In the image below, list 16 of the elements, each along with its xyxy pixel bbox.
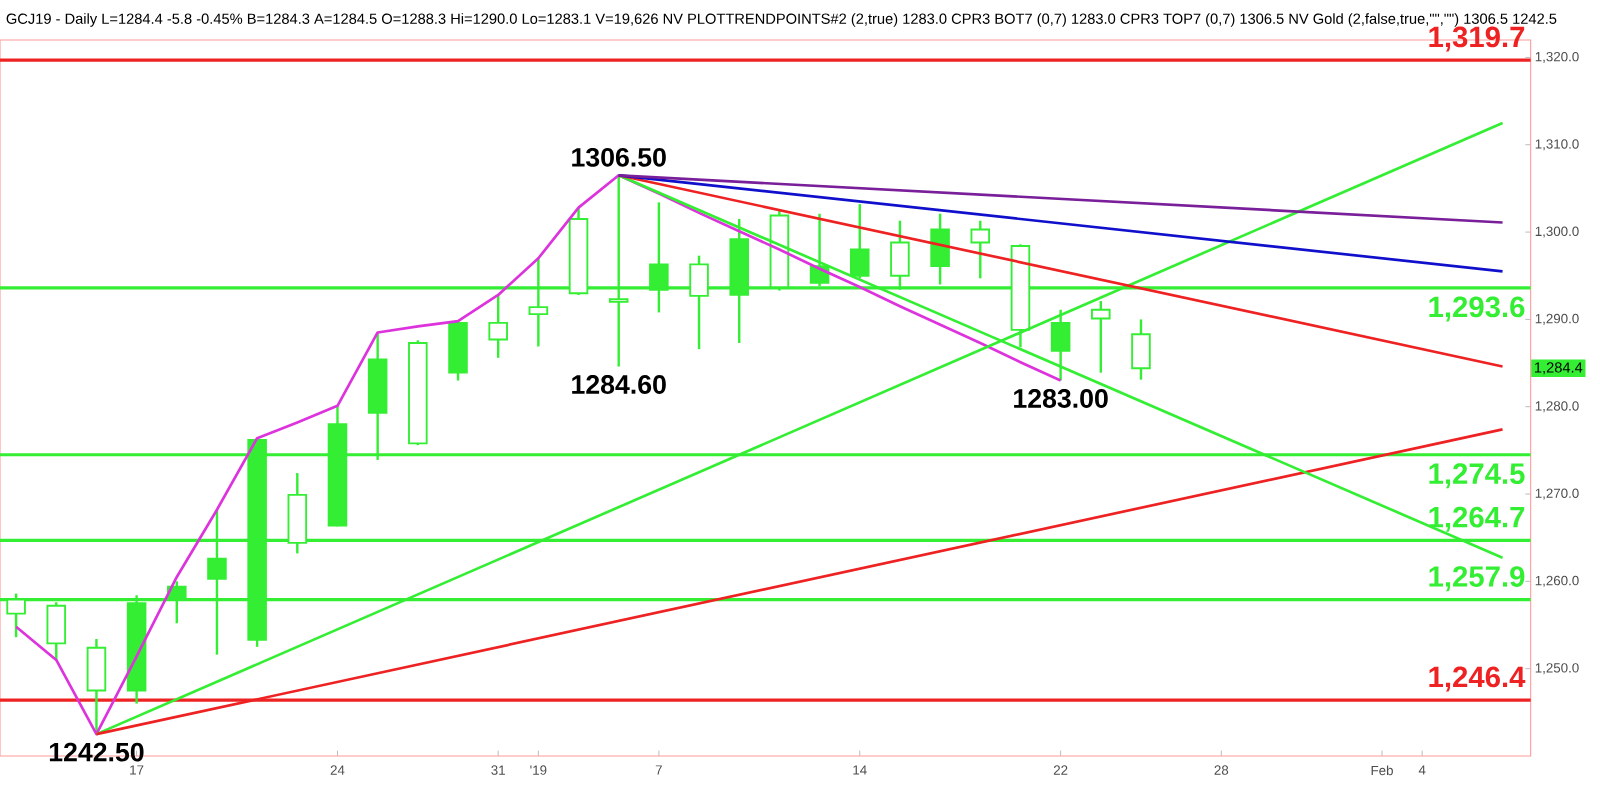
candlestick bbox=[1131, 318, 1151, 381]
ref-line-label: 1,257.9 bbox=[1429, 566, 1525, 592]
candlestick bbox=[1091, 299, 1111, 374]
candlestick bbox=[849, 202, 870, 280]
ref-line-label: 1,246.4 bbox=[1429, 666, 1526, 692]
ref-line-label: 1,274.5 bbox=[1429, 463, 1525, 489]
ref-line-label: 1,319.7 bbox=[1429, 26, 1525, 52]
annotation: 1284.60 bbox=[572, 375, 666, 394]
ref-line-label: 1,293.6 bbox=[1429, 296, 1525, 322]
ref-line-label: 1,264.7 bbox=[1429, 506, 1525, 532]
candlestick bbox=[1050, 308, 1071, 382]
annotation: 1306.50 bbox=[572, 147, 666, 167]
candlestick bbox=[970, 219, 991, 280]
annotation: 1242.50 bbox=[49, 742, 144, 762]
candlestick bbox=[488, 293, 508, 360]
annotation: 1283.00 bbox=[1014, 389, 1108, 408]
